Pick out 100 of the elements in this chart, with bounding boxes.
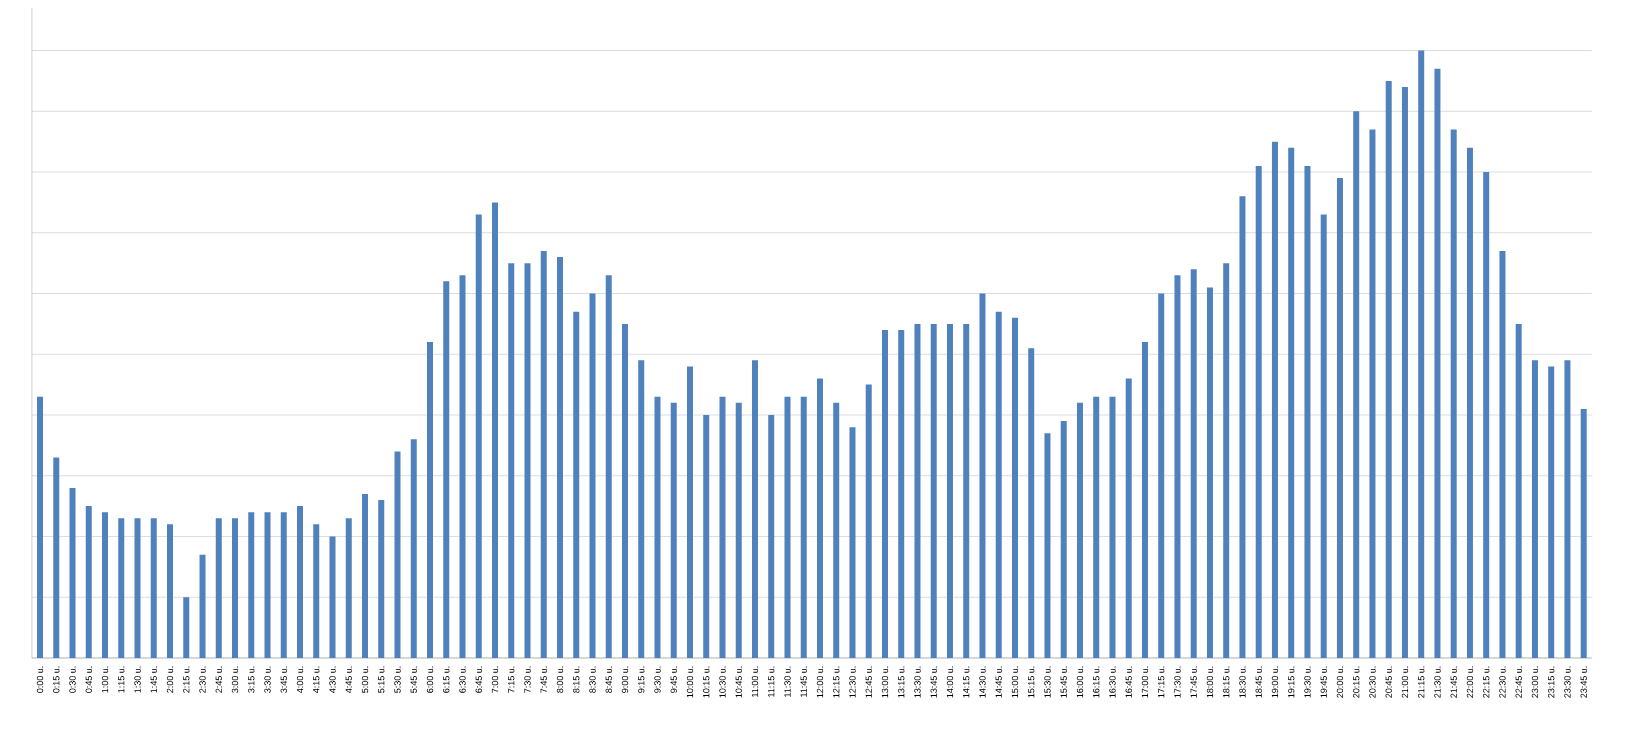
x-tick-label: 3:30 u. [264,666,271,693]
x-tick-label: 23:45 u. [1580,666,1587,698]
bar [1434,68,1441,658]
bar [410,439,417,658]
x-tick-label: 8:30 u. [589,666,596,693]
bar [37,396,44,658]
x-tick-label: 21:15 u. [1418,666,1425,698]
x-tick-label: 4:00 u. [296,666,304,693]
bar [1011,317,1018,658]
x-tick-label: 14:45 u. [995,666,1002,698]
x-tick-label: 7:00 u. [491,666,499,693]
x-tick-label: 3:45 u. [280,666,287,693]
x-tick-label: 23:15 u. [1548,666,1555,698]
bar [53,457,60,658]
bar [313,524,320,658]
x-tick-label: 5:00 u. [361,666,369,693]
x-tick-label: 19:30 u. [1304,666,1311,698]
bar [394,451,401,658]
x-tick-label: 8:15 u. [573,666,580,693]
x-tick-label: 12:30 u. [849,666,856,698]
bar [150,518,157,658]
bar [703,415,710,658]
x-tick-label: 15:30 u. [1044,666,1051,698]
bar [816,378,823,658]
x-tick-label: 7:45 u. [540,666,547,693]
bar [1028,348,1035,658]
bar [427,342,433,658]
bar [898,329,905,658]
x-tick-label: 5:15 u. [378,666,385,693]
bar [378,500,385,658]
bar [232,518,239,658]
bar [85,506,92,658]
x-tick-label: 23:30 u. [1564,666,1571,698]
bar [1385,80,1392,658]
x-tick-label: 22:30 u. [1499,666,1506,698]
bar [1564,360,1571,658]
bar [167,524,174,658]
bar [1093,396,1100,658]
x-tick-label: 22:45 u. [1515,666,1522,698]
bar [1418,50,1425,658]
x-tick-label: 7:30 u. [524,666,531,693]
bar [686,366,693,658]
x-tick-label: 19:15 u. [1288,666,1295,698]
x-tick-label: 12:45 u. [865,666,872,698]
bar [1353,111,1360,658]
x-tick-label: 9:45 u. [670,666,677,693]
x-tick-label: 17:00 u. [1141,666,1149,698]
x-tick-label: 20:45 u. [1385,666,1392,698]
x-tick-label: 19:45 u. [1320,666,1327,698]
x-tick-label: 2:30 u. [199,666,206,693]
x-tick-label: 4:15 u. [313,666,320,693]
bar [1206,287,1213,658]
x-tick-label: 9:30 u. [654,666,661,693]
x-tick-label: 16:15 u. [1093,666,1100,698]
x-tick-label: 21:45 u. [1450,666,1457,698]
bar [280,512,287,658]
x-tick-label: 5:30 u. [394,666,401,693]
bar [1288,147,1295,658]
x-tick-label: 6:00 u. [426,666,434,693]
bar [865,384,872,658]
bar [1499,250,1506,658]
bar [459,275,466,658]
x-tick-label: 20:15 u. [1353,666,1360,698]
bar [1450,129,1457,658]
bar [849,427,856,658]
x-tick-label: 17:15 u. [1158,666,1165,698]
bar [670,402,677,658]
bar [183,597,190,658]
bar [1141,342,1148,658]
x-tick-label: 13:15 u. [898,666,905,698]
x-tick-label: 9:00 u. [621,666,629,693]
x-tick-label: 18:00 u. [1206,666,1214,698]
x-tick-label: 18:45 u. [1255,666,1262,698]
bar [1044,433,1051,658]
bar [1320,214,1327,658]
bar [735,402,742,658]
bar [1060,421,1067,658]
bar [638,360,645,658]
bar [1580,408,1587,658]
x-tick-label: 16:45 u. [1125,666,1132,698]
bar [1466,147,1473,658]
x-tick-label: 13:45 u. [930,666,937,698]
x-tick-label: 16:00 u. [1076,666,1084,698]
bar [443,281,450,658]
x-tick-label: 0:30 u. [69,666,76,693]
x-tick-label: 11:30 u. [784,666,791,697]
bar [1255,165,1262,658]
x-tick-label: 17:30 u. [1174,666,1181,698]
bar [199,554,206,658]
bar [621,323,628,658]
x-tick-label: 2:45 u. [215,666,222,693]
bar [264,512,271,658]
bar [1223,263,1230,658]
x-tick-label: 4:30 u. [329,666,336,693]
x-tick-label: 10:45 u. [735,666,742,698]
x-tick-label: 16:30 u. [1109,666,1116,698]
bar [881,329,888,658]
bar [719,396,726,658]
x-tick-label: 19:00 u. [1271,666,1279,698]
x-tick-label: 12:15 u. [833,666,840,698]
